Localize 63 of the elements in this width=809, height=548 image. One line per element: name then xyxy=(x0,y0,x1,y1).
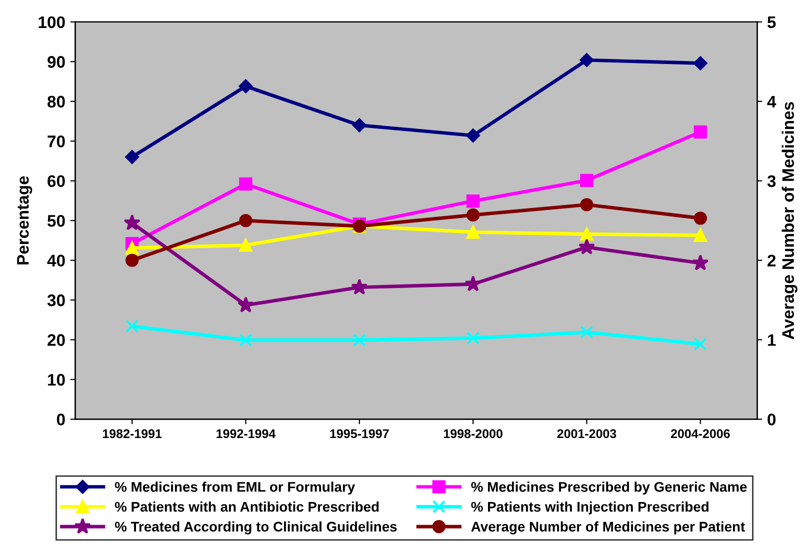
point xyxy=(464,275,482,292)
y-tick-label: 10 xyxy=(48,374,65,386)
y2-tick-label: 5 xyxy=(767,16,776,28)
point xyxy=(125,241,139,255)
y2-tick-label: 3 xyxy=(767,175,776,188)
point xyxy=(466,194,480,208)
y-tick-label: 20 xyxy=(48,334,65,346)
point xyxy=(694,212,707,225)
x-tick-label: 1992-1994 xyxy=(216,429,276,438)
point xyxy=(239,214,252,228)
legend-label: % Medicines from EML or Formulary xyxy=(114,482,356,495)
x-tick-label: 2001-2003 xyxy=(557,429,616,438)
y2-tick-label: 2 xyxy=(768,254,776,266)
y2-tick-label: 0 xyxy=(768,414,776,426)
point xyxy=(352,118,366,132)
point xyxy=(466,208,480,222)
y-tick-label: 100 xyxy=(38,16,65,28)
y2-axis-title: Average Number of Medicines xyxy=(782,102,798,340)
point xyxy=(580,53,594,67)
y2-tick-label: 1 xyxy=(768,334,776,346)
legend-label: % Medicines Prescribed by Generic Name xyxy=(471,482,747,495)
point xyxy=(694,228,707,242)
point xyxy=(692,254,709,270)
point xyxy=(466,225,480,239)
point xyxy=(237,296,254,312)
y-tick-label: 30 xyxy=(47,294,65,306)
point xyxy=(351,278,368,295)
point xyxy=(239,334,252,347)
x-tick-label: 1995-1997 xyxy=(330,429,389,438)
point xyxy=(578,238,596,254)
y-tick-label: 90 xyxy=(48,56,65,68)
x-tick-label: 1998-2000 xyxy=(444,429,502,438)
x-tick-label: 2004-2006 xyxy=(670,429,730,438)
point xyxy=(580,198,594,212)
point xyxy=(125,254,139,267)
point xyxy=(694,125,707,139)
y-tick-label: 60 xyxy=(48,175,65,188)
y-tick-label: 40 xyxy=(47,254,65,267)
point xyxy=(124,214,140,230)
y-tick-label: 80 xyxy=(48,96,65,108)
point xyxy=(580,174,594,188)
point xyxy=(466,128,480,142)
point xyxy=(580,326,594,339)
legend-label: Average Number of Medicines per Patient xyxy=(471,521,745,534)
point xyxy=(580,227,594,241)
x-tick-label: 1982-1991 xyxy=(102,429,162,438)
point xyxy=(693,56,708,70)
point xyxy=(238,79,253,94)
point xyxy=(466,332,480,345)
point xyxy=(125,320,139,333)
legend-label: % Patients with Injection Prescribed xyxy=(471,502,708,514)
y-tick-label: 50 xyxy=(47,214,65,227)
y-axis-title: Percentage xyxy=(17,176,32,264)
y-tick-label: 70 xyxy=(48,136,65,148)
y-tick-label: 0 xyxy=(56,414,65,426)
point xyxy=(239,238,252,252)
point xyxy=(239,177,252,191)
legend-label: % Treated According to Clinical Guidelines xyxy=(114,521,397,534)
legend-label: % Patients with an Antibiotic Prescribed xyxy=(114,502,379,512)
point xyxy=(125,150,140,164)
point xyxy=(694,338,707,351)
y2-tick-label: 4 xyxy=(767,96,776,108)
point xyxy=(352,334,366,347)
